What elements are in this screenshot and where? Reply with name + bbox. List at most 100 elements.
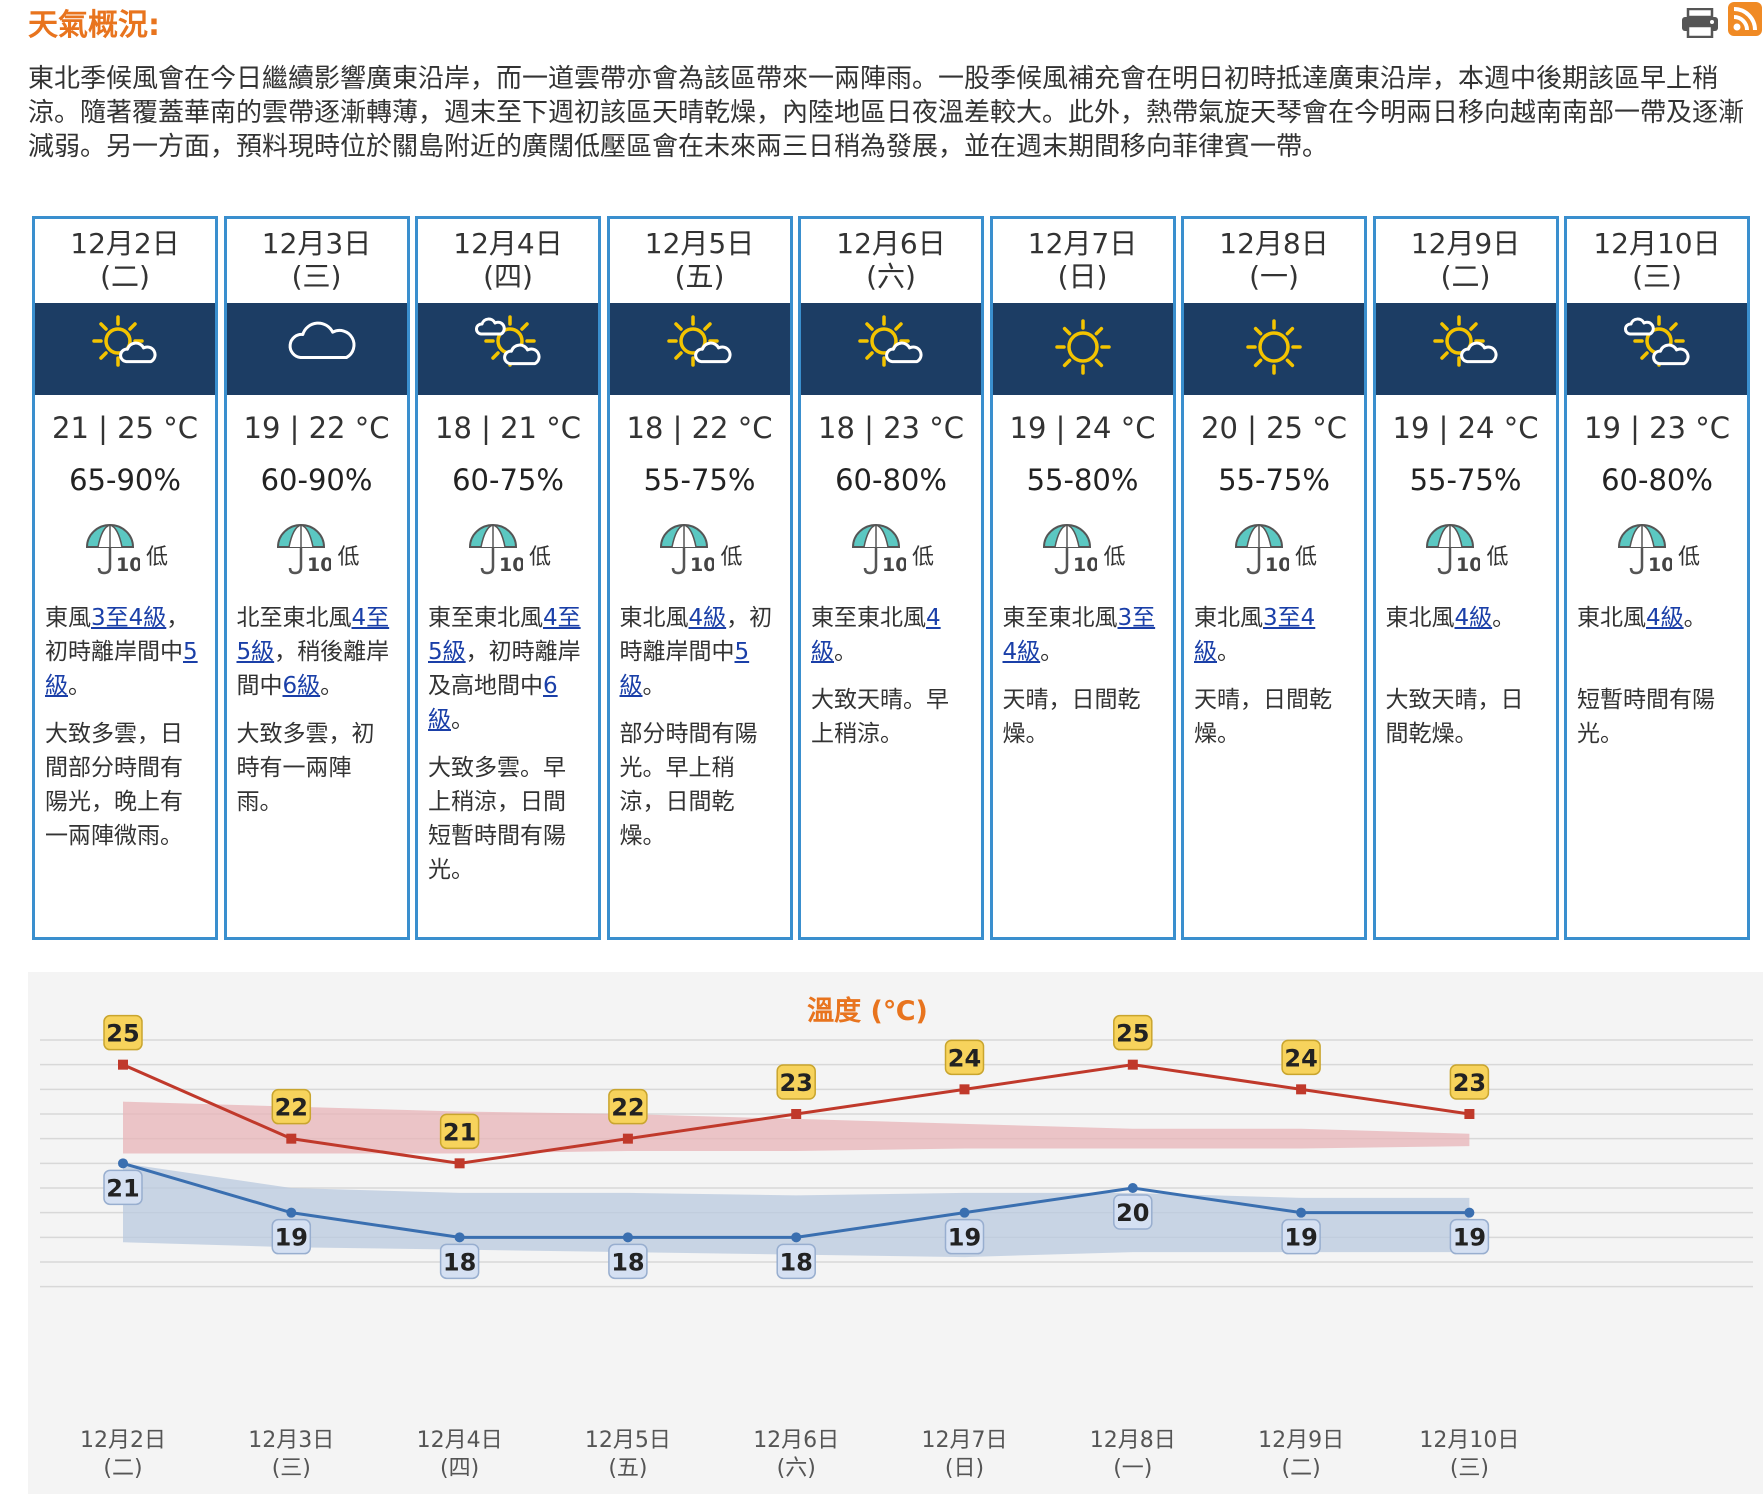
chart-point xyxy=(1127,1183,1138,1193)
temperature-range: 19 | 23 °C xyxy=(1584,411,1730,445)
wind-forecast: 北至東北風4至5級，稍後離岸間中6級。 xyxy=(227,583,407,703)
wind-force-link[interactable]: 4至5級 xyxy=(428,605,581,665)
wind-force-link[interactable]: 3至4級 xyxy=(91,605,167,631)
forecast-date-day: 12月2日 xyxy=(70,227,180,260)
wind-text: 東至東北風 xyxy=(428,605,543,631)
wind-forecast: 東北風4級，初時離岸間中5級。 xyxy=(610,583,790,703)
wind-force-link[interactable]: 4至5級 xyxy=(236,605,390,665)
forecast-card: 12月7日 (日) 19 | 24 °C 55-80% 10 低 東至東北風3至… xyxy=(989,216,1176,940)
forecast-date: 12月7日 (日) xyxy=(993,219,1173,303)
temperature-range: 18 | 21 °C xyxy=(435,411,581,445)
chart-point xyxy=(118,1059,128,1070)
forecast-card: 12月5日 (五) 18 | 22 °C 55-75% 10 低 東北風4級，初… xyxy=(606,216,793,940)
weather-icon-bar xyxy=(1184,303,1364,395)
wind-text: 。 xyxy=(1217,639,1240,665)
weather-icon-bar xyxy=(226,303,407,395)
wind-force-link[interactable]: 6級 xyxy=(428,673,558,733)
umbrella-icon: 10 xyxy=(1231,521,1291,583)
chart-data-label-text: 25 xyxy=(106,1020,139,1048)
wind-force-link[interactable]: 6級 xyxy=(282,673,321,699)
chart-point xyxy=(454,1232,465,1243)
forecast-weekday: (六) xyxy=(866,260,916,293)
chart-point xyxy=(791,1109,802,1119)
umbrella-icon: 10 xyxy=(273,521,334,583)
forecast-card: 12月8日 (一) 20 | 25 °C 55-75% 10 低 東北風3至4級… xyxy=(1181,216,1367,940)
wind-text: ，初時離岸及高地間中 xyxy=(428,639,581,699)
rss-icon[interactable] xyxy=(1728,2,1762,36)
weather-description: 大致天晴，日間乾燥。 xyxy=(1385,687,1524,747)
forecast-date: 12月9日 (二) xyxy=(1376,219,1556,303)
wind-force-link[interactable]: 4級 xyxy=(811,605,941,665)
chart-x-tick-label: 12月10日 xyxy=(1419,1428,1519,1453)
chart-data-label-text: 23 xyxy=(779,1069,812,1097)
umbrella-icon: 10 xyxy=(82,521,142,583)
wind-force-link[interactable]: 5級 xyxy=(619,639,750,699)
weather-description: 天晴，日間乾燥。 xyxy=(1194,687,1332,747)
chart-data-label: 21 xyxy=(103,1169,143,1206)
psr-indicator: 10 低 xyxy=(610,521,790,583)
chart-data-label-text: 21 xyxy=(443,1118,476,1146)
chart-data-label-text: 25 xyxy=(1116,1020,1149,1048)
forecast-date: 12月4日 (四) xyxy=(418,219,598,303)
chart-data-label: 18 xyxy=(776,1243,816,1280)
chart-range-band xyxy=(123,1163,1470,1258)
chart-data-label-box xyxy=(1449,1218,1490,1255)
chart-point xyxy=(1127,1059,1138,1070)
psr-icon-value: 10 xyxy=(1456,554,1480,576)
print-icon[interactable] xyxy=(1680,8,1720,38)
chart-data-label: 23 xyxy=(1449,1064,1490,1100)
chart-data-label-box xyxy=(439,1113,480,1150)
wind-force-link[interactable]: 3至4級 xyxy=(1194,605,1316,665)
wind-force-link[interactable]: 5級 xyxy=(45,639,198,699)
forecast-date: 12月2日 (二) xyxy=(35,219,215,303)
weather-description: 大致多雲，初時有一兩陣雨。 xyxy=(236,721,375,815)
chart-data-label: 23 xyxy=(776,1064,816,1100)
psr-level: 低 xyxy=(1677,545,1700,570)
psr-icon-value: 10 xyxy=(1073,554,1097,576)
cloud-sun-cloud-icon xyxy=(1617,311,1697,387)
psr-level: 低 xyxy=(528,545,551,570)
chart-data-label: 22 xyxy=(608,1088,648,1125)
sun-cloud-icon xyxy=(851,311,931,387)
wind-forecast: 東北風3至4級。 xyxy=(1184,583,1364,669)
chart-data-label-text: 19 xyxy=(1284,1224,1317,1252)
wind-text: 東北風 xyxy=(619,605,689,631)
umbrella-icon: 10 xyxy=(1422,521,1483,583)
temperature-range: 19 | 22 °C xyxy=(243,411,390,445)
forecast-weekday: (二) xyxy=(1440,260,1491,293)
psr-indicator: 10 低 xyxy=(993,521,1173,583)
chart-data-label-box xyxy=(776,1064,816,1100)
psr-icon-value: 10 xyxy=(499,554,523,576)
forecast-date-day: 12月9日 xyxy=(1410,227,1521,260)
chart-data-label-box xyxy=(1113,1014,1153,1051)
wind-force-link[interactable]: 4級 xyxy=(1454,605,1493,631)
nine-day-forecast: 12月2日 (二) 21 | 25 °C 65-90% 10 低 東風3至4級，… xyxy=(32,216,1762,940)
psr-level: 低 xyxy=(720,545,743,570)
wind-text: 東至東北風 xyxy=(1002,605,1118,631)
chart-x-tick-weekday: (一) xyxy=(1113,1456,1152,1481)
weather-icon-bar xyxy=(992,303,1173,395)
psr-icon-value: 10 xyxy=(116,554,140,576)
wind-text: 北至東北風 xyxy=(236,605,352,631)
psr-level: 低 xyxy=(1294,545,1317,570)
wind-force-link[interactable]: 3至4級 xyxy=(1002,605,1156,665)
wind-force-link[interactable]: 4級 xyxy=(1646,605,1684,631)
weather-icon-bar xyxy=(418,303,598,395)
chart-point xyxy=(791,1232,802,1243)
chart-data-label-text: 20 xyxy=(1116,1199,1149,1227)
chart-data-label-box xyxy=(439,1243,480,1280)
wind-text: 東北風 xyxy=(1577,605,1646,631)
wind-force-link[interactable]: 4級 xyxy=(688,605,727,631)
temperature-range: 19 | 24 °C xyxy=(1009,411,1156,445)
umbrella-icon: 10 xyxy=(465,521,525,583)
chart-x-tick-label: 12月3日 xyxy=(248,1428,334,1453)
chart-data-label-text: 18 xyxy=(611,1248,644,1276)
wind-text: ，初時離岸間中 xyxy=(45,605,190,665)
chart-point xyxy=(454,1158,465,1169)
forecast-date-day: 12月10日 xyxy=(1593,227,1721,260)
forecast-date-day: 12月5日 xyxy=(644,227,755,260)
chart-x-tick-label: 12月9日 xyxy=(1258,1428,1344,1453)
psr-indicator: 10 低 xyxy=(1376,521,1556,583)
psr-level: 低 xyxy=(1103,545,1126,570)
psr-icon-value: 10 xyxy=(1265,554,1289,576)
